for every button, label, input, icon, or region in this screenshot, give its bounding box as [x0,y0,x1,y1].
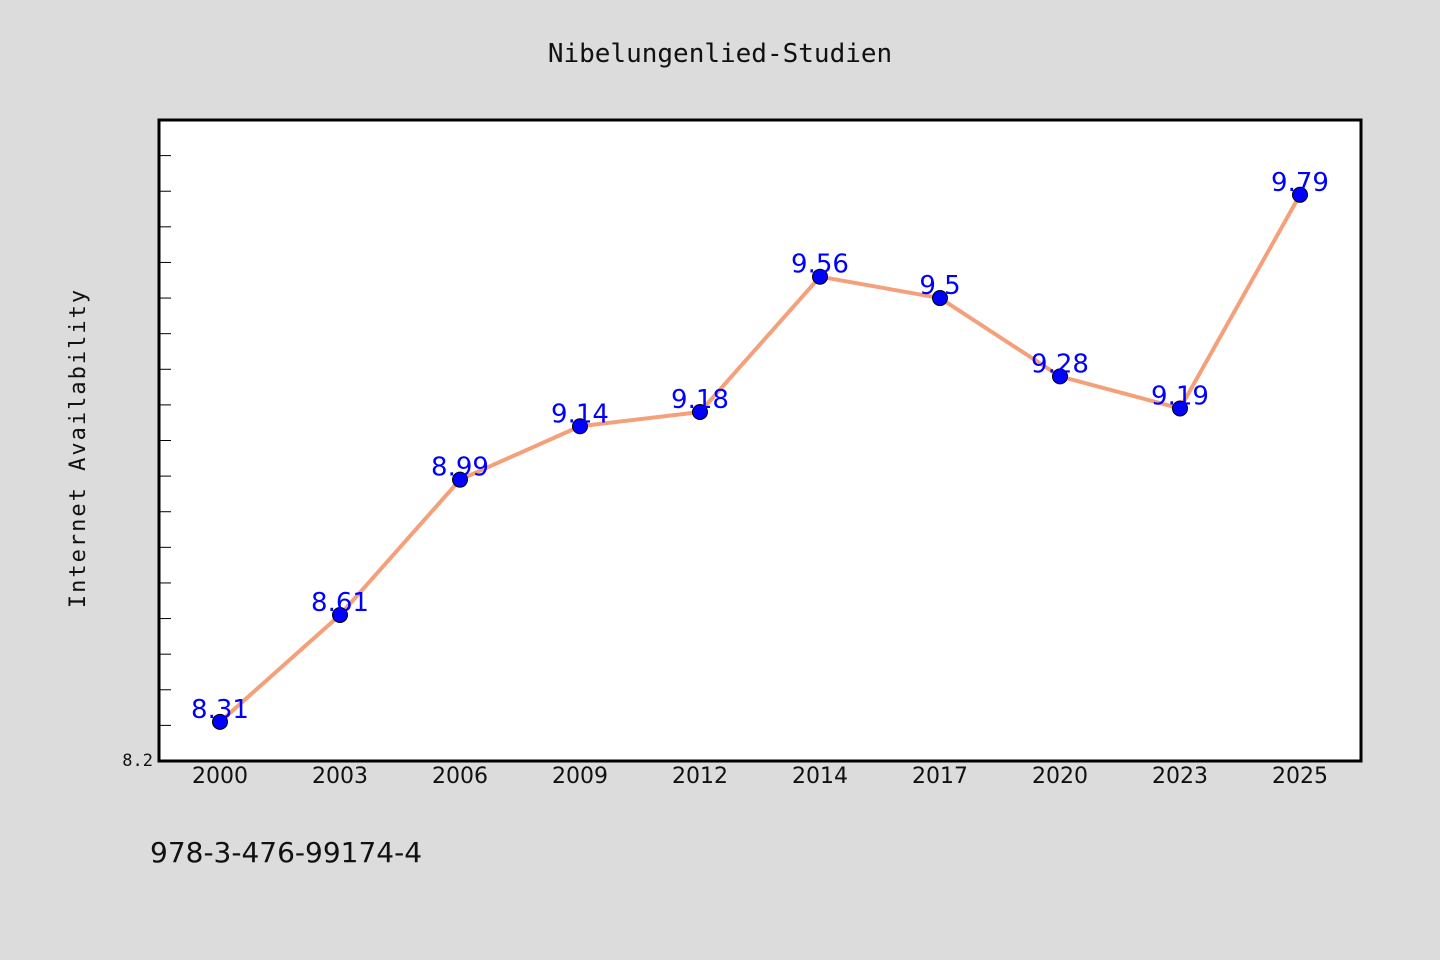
data-point [1292,186,1308,203]
data-point [1172,400,1188,417]
y-tick-label: 8.2 [122,751,153,771]
data-point [452,471,468,488]
data-label: 9.56 [791,250,849,280]
chart-title: Nibelungenlied-Studien [548,39,892,69]
data-label: 8.99 [431,453,489,483]
data-label: 9.28 [1031,349,1089,379]
y-axis-ticks [159,155,171,726]
data-label: 9.18 [671,385,729,415]
data-label: 9.14 [551,399,609,429]
x-tick-label: 2025 [1272,764,1328,789]
data-point [1052,368,1068,385]
x-axis-ticks: 2000 2003 2006 2009 2012 2014 2017 2020 2023 2025 [192,764,1328,789]
data-point [572,418,588,435]
data-point [812,268,828,285]
data-point [332,606,348,623]
x-tick-label: 2020 [1032,764,1088,789]
y-axis-label: Internet Availability [66,288,91,608]
series-line-layer [218,193,1302,724]
x-tick-label: 2006 [432,764,488,789]
plot-area [157,118,1363,763]
data-markers [212,186,1308,730]
data-point [692,404,708,421]
x-tick-label: 2014 [792,764,848,789]
x-tick-label: 2009 [552,764,608,789]
x-tick-label: 2000 [192,764,248,789]
data-point [932,290,948,307]
data-label: 9.19 [1151,381,1209,411]
x-tick-label: 2017 [912,764,968,789]
data-label: 9.79 [1271,168,1329,198]
data-label: 8.31 [191,695,249,725]
x-tick-label: 2023 [1152,764,1208,789]
isbn-footer: 978-3-476-99174-4 [150,836,422,869]
data-label: 8.61 [311,588,369,618]
x-tick-label: 2012 [672,764,728,789]
data-label: 9.5 [919,271,960,301]
x-tick-label: 2003 [312,764,368,789]
series-line [218,193,1302,724]
data-labels: 8.31 8.61 8.99 9.14 9.18 9.56 9.5 9.28 9.19 9.79 [191,168,1329,725]
data-point [212,713,228,730]
